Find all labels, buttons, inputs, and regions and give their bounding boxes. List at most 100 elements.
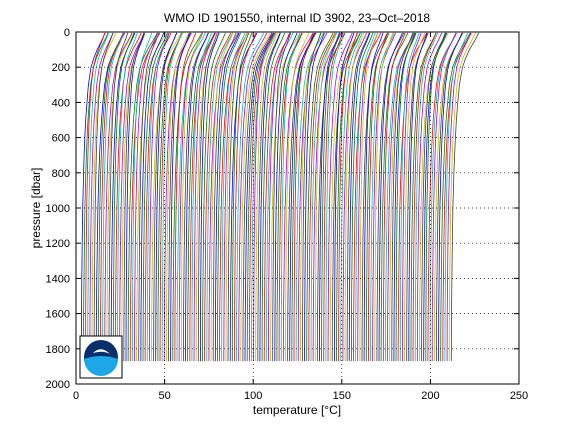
profile-line	[216, 32, 241, 362]
profile-line	[117, 32, 138, 362]
profile-line	[304, 32, 325, 362]
profile-line	[250, 32, 277, 362]
profile-line	[165, 32, 189, 362]
profile-line	[138, 32, 160, 362]
profile-line	[131, 32, 153, 362]
profile-line	[421, 32, 447, 362]
profile-line	[191, 32, 212, 362]
profile-line	[410, 32, 437, 362]
profile-line	[382, 32, 406, 362]
ticks-group: 0 50 100 150 200 250 0 200 400 600 800 1000 1200 1400…	[46, 27, 529, 402]
profile-line	[136, 32, 167, 362]
profile-line	[93, 32, 114, 362]
profile-line	[255, 32, 278, 362]
profile-line	[236, 32, 265, 362]
profile-line	[199, 32, 220, 362]
y-tick-label: 800	[52, 168, 70, 180]
profile-line	[336, 32, 361, 362]
profile-line	[274, 32, 298, 362]
profile-line	[197, 32, 218, 362]
profile-line	[244, 32, 274, 362]
profile-line	[401, 32, 422, 362]
profile-line	[427, 32, 457, 362]
x-tick-label: 200	[421, 390, 439, 402]
profile-line	[238, 32, 268, 362]
y-tick-label: 600	[52, 133, 70, 145]
profile-line	[263, 32, 291, 362]
profile-line	[404, 32, 426, 362]
profile-line	[97, 32, 124, 362]
x-tick-label: 50	[158, 390, 170, 402]
y-tick-label: 1000	[46, 203, 70, 215]
logo-wave	[84, 356, 118, 376]
profile-line	[246, 32, 275, 362]
y-tick-label: 1400	[46, 273, 70, 285]
profile-line	[429, 32, 457, 362]
profile-line	[448, 32, 476, 362]
profile-line	[384, 32, 415, 362]
profile-line	[106, 32, 133, 362]
profile-line	[295, 32, 324, 362]
profile-line	[185, 32, 209, 362]
profile-line	[282, 32, 314, 362]
profile-line	[408, 32, 428, 362]
profile-line	[380, 32, 409, 362]
profile-line	[87, 32, 109, 362]
profile-line	[435, 32, 463, 362]
profile-line	[182, 32, 209, 362]
profile-line	[108, 32, 129, 362]
profile-line	[151, 32, 182, 362]
profile-line	[261, 32, 286, 362]
profile-line	[125, 32, 145, 362]
profile-line	[325, 32, 345, 362]
profile-line	[355, 32, 376, 362]
profile-line	[329, 32, 359, 362]
profile-line	[344, 32, 365, 362]
profile-line	[204, 32, 232, 362]
profile-line	[316, 32, 346, 362]
profile-line	[397, 32, 427, 362]
profile-line	[127, 32, 158, 362]
grid-lines	[76, 32, 519, 384]
profile-line	[367, 32, 388, 362]
profile-line	[418, 32, 449, 362]
profile-line	[308, 32, 336, 362]
profile-line	[444, 32, 469, 362]
profile-line	[312, 32, 342, 362]
profile-line	[387, 32, 415, 362]
profile-line	[83, 32, 109, 362]
profile-line	[208, 32, 239, 362]
profile-line	[306, 32, 334, 362]
profile-line	[378, 32, 403, 362]
y-axis-label: pressure [dbar]	[29, 168, 43, 249]
profiles-group	[80, 32, 480, 362]
profile-line	[259, 32, 281, 362]
profile-line	[370, 32, 395, 362]
profile-line	[314, 32, 337, 362]
x-tick-label: 250	[510, 390, 528, 402]
profile-line	[340, 32, 363, 362]
profile-line	[174, 32, 197, 362]
profile-line	[221, 32, 246, 362]
y-tick-label: 2000	[46, 379, 70, 391]
profile-line	[389, 32, 416, 362]
profile-line	[348, 32, 371, 362]
profile-line	[333, 32, 355, 362]
profile-line	[289, 32, 316, 362]
profile-line	[331, 32, 361, 362]
profile-line	[161, 32, 183, 362]
profile-line	[102, 32, 125, 362]
profile-line	[395, 32, 416, 362]
profile-line	[153, 32, 178, 362]
profile-line	[342, 32, 367, 362]
profile-line	[227, 32, 250, 362]
x-tick-label: 100	[244, 390, 262, 402]
profile-line	[210, 32, 234, 362]
y-tick-label: 200	[52, 62, 70, 74]
x-tick-label: 150	[333, 390, 351, 402]
profile-line	[142, 32, 168, 362]
profile-line	[323, 32, 343, 362]
profile-line	[112, 32, 135, 362]
profile-line	[225, 32, 248, 362]
profile-line	[359, 32, 379, 362]
